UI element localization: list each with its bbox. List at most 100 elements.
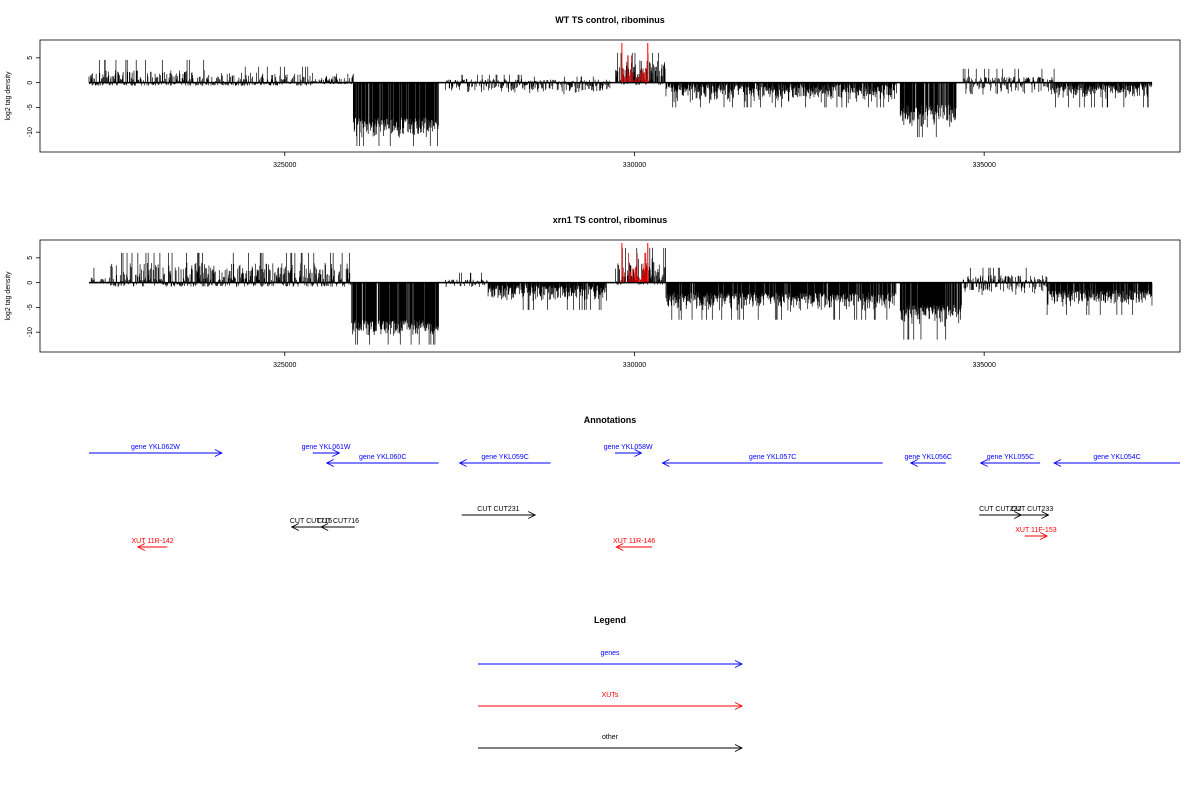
y-tick-label-2: 0 [27, 81, 34, 85]
x-tick-label-0: 325000 [273, 162, 296, 169]
y-tick-label-1: -5 [27, 304, 34, 310]
coverage-segment-4 [445, 74, 523, 93]
feature-label: XUT 11R-142 [132, 538, 174, 545]
annotation-feature: gene YKL060C [325, 454, 439, 467]
legend-entry-arrowhead [734, 702, 744, 710]
legend-entry-arrowhead [734, 660, 744, 668]
feature-label: gene YKL057C [749, 454, 796, 461]
wt-coverage-bars [88, 52, 1153, 147]
annotation-feature: gene YKL054C [1053, 454, 1180, 467]
legend-entry-label: other [602, 734, 619, 741]
feature-arrowhead [320, 523, 329, 531]
legend-entry-other: other [478, 734, 744, 752]
feature-arrowhead [615, 543, 624, 551]
annotation-feature: gene YKL062W [88, 444, 223, 457]
legend-entry-genes: genes [478, 650, 744, 668]
annotation-feature: gene YKL059C [458, 454, 551, 467]
feature-arrowhead [458, 459, 467, 467]
coverage-segment-5 [522, 76, 611, 95]
wt-y-axis: -10 -5 0 5 [27, 56, 40, 137]
annotations-title: Annotations [584, 415, 637, 425]
annotation-feature: gene YKL061W [302, 444, 351, 457]
coverage-segment-1 [110, 252, 352, 287]
y-tick-label-0: -10 [27, 327, 34, 337]
coverage-segment-0 [89, 267, 111, 284]
x-tick-label-0: 325000 [273, 362, 296, 369]
wt-plot-frame [39, 39, 1181, 153]
annotation-feature: gene YKL057C [661, 454, 883, 467]
coverage-segment-2 [351, 282, 439, 345]
annotation-feature: XUT 11R-146 [613, 538, 655, 551]
feature-label: gene YKL060C [359, 454, 406, 461]
legend-entry-label: genes [600, 650, 620, 657]
feature-arrowhead [909, 459, 918, 467]
feature-arrowhead [634, 449, 643, 457]
coverage-segment-9 [899, 82, 957, 138]
annotation-feature: CUT CUT716 [317, 518, 359, 531]
coverage-segment-0 [88, 59, 208, 86]
feature-arrowhead [1039, 532, 1049, 540]
wt-x-axis: 325000 330000 335000 [273, 152, 996, 169]
xrn1-highlight-marks [621, 242, 649, 283]
feature-label: gene YKL054C [1093, 454, 1140, 461]
wt-panel-title: WT TS control, ribominus [555, 15, 665, 25]
wt-y-axis-label: log2 tag density [5, 71, 12, 121]
feature-label: XUT 11R-146 [613, 538, 655, 545]
coverage-segment-7 [665, 282, 897, 320]
feature-arrowhead [527, 511, 537, 519]
annotations-panel: Annotations gene YKL062W gene YKL061Wgene… [88, 415, 1180, 551]
xrn1-coverage-bars [89, 247, 1153, 345]
coverage-segment-8 [665, 82, 897, 108]
xrn1-y-axis: -10 -5 0 5 [27, 256, 40, 337]
annotation-feature: CUT CUT231 [461, 506, 537, 519]
coverage-segment-6 [621, 252, 649, 283]
feature-arrowhead [214, 449, 223, 457]
legend-entries: genes XUTs other [478, 650, 744, 752]
feature-label: CUT CUT233 [1011, 506, 1053, 513]
xrn1-plot-frame [39, 239, 1181, 353]
annotation-features: gene YKL062W gene YKL061W gene YKL060C gene… [88, 444, 1180, 551]
coverage-segment-4 [487, 282, 607, 310]
annotation-feature: gene YKL056C [905, 454, 952, 467]
feature-label: gene YKL062W [131, 444, 180, 451]
feature-arrowhead [1041, 511, 1050, 519]
feature-arrowhead [332, 449, 341, 457]
xrn1-coverage-panel: xrn1 TS control, ribominus -10 -5 0 5 32500… [5, 215, 1181, 369]
feature-label: XUT 11F-153 [1015, 527, 1056, 534]
wt-coverage-panel: WT TS control, ribominus -10-505 325000 3… [5, 15, 1181, 169]
feature-label: gene YKL061W [302, 444, 351, 451]
xrn1-x-axis: 325000 330000 335000 [273, 352, 996, 369]
x-tick-label-2: 335000 [972, 362, 995, 369]
feature-label: gene YKL056C [905, 454, 952, 461]
legend-entry-XUTs: XUTs [478, 692, 744, 710]
x-tick-label-2: 335000 [972, 162, 995, 169]
annotation-feature: XUT 11R-142 [132, 538, 174, 551]
annotation-feature: gene YKL055C [979, 454, 1041, 467]
feature-arrowhead [1053, 459, 1062, 467]
coverage-segment-9 [962, 267, 1048, 295]
xrn1-y-axis-label: log2 tag density [5, 271, 12, 321]
feature-label: gene YKL055C [987, 454, 1034, 461]
feature-arrowhead [325, 459, 334, 467]
annotation-feature: gene YKL058W [604, 444, 653, 457]
xrn1-panel-title: xrn1 TS control, ribominus [553, 215, 668, 225]
y-tick-label-3: 5 [27, 56, 34, 60]
annotation-feature: CUT CUT233 [1011, 506, 1053, 519]
coverage-segment-3 [445, 272, 488, 288]
feature-label: gene YKL059C [481, 454, 528, 461]
feature-arrowhead [136, 543, 146, 551]
y-tick-label-1: -5 [27, 104, 34, 110]
annotation-feature: XUT 11F-153 [1015, 527, 1057, 540]
feature-label: CUT CUT715 [290, 518, 332, 525]
feature-label: gene YKL058W [604, 444, 653, 451]
y-tick-label-3: 5 [27, 256, 34, 260]
feature-arrowhead [290, 523, 299, 531]
legend-panel: Legend genes XUTs other [478, 615, 744, 752]
feature-arrowhead [661, 459, 670, 467]
feature-label: CUT CUT716 [317, 518, 359, 525]
wt-highlight-marks [621, 42, 649, 83]
coverage-segment-10 [1046, 282, 1153, 315]
feature-label: CUT CUT231 [477, 506, 519, 513]
